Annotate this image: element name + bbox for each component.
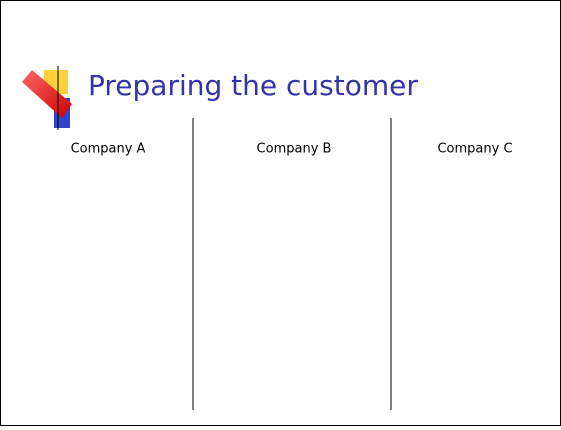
column-header: Company B (257, 142, 332, 157)
column-header: Company A (71, 142, 146, 157)
column-header: Company C (437, 142, 512, 157)
logo-red (22, 70, 72, 118)
slide-title: Preparing the customer (88, 69, 418, 102)
